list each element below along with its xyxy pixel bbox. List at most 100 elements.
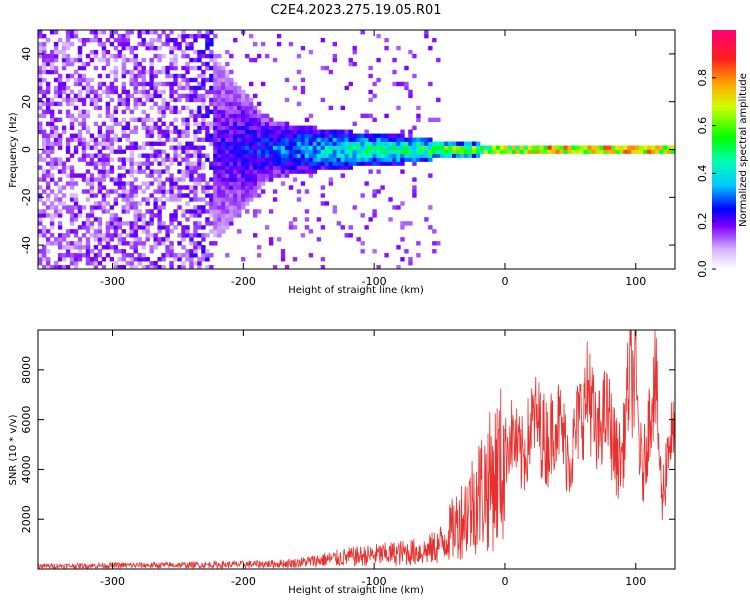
heatmap-cell [280,181,286,186]
heatmap-cell [193,253,198,258]
heatmap-cell [113,221,119,226]
heatmap-cell [189,165,194,170]
heatmap-cell [153,237,158,242]
heatmap-cell [193,77,198,83]
heatmap-cell [603,149,608,154]
heatmap-cell [101,49,107,55]
heatmap-cell [145,161,150,166]
heatmap-cell [145,113,150,119]
heatmap-cell [356,149,361,154]
heatmap-cell [153,93,158,99]
heatmap-cell [181,77,186,83]
heatmap-cell [276,165,282,170]
heatmap-cell [384,161,389,166]
heatmap-cell [272,57,278,63]
heatmap-cell [193,117,198,123]
heatmap-cell [69,253,75,258]
heatmap-cell [193,249,198,254]
x-tick-label: -100 [362,575,387,588]
heatmap-cell [81,145,87,150]
heatmap-cell [667,149,672,154]
heatmap-cell [380,141,385,146]
heatmap-cell [105,169,111,174]
heatmap-cell [45,53,51,59]
heatmap-cell [229,169,234,174]
heatmap-cell [233,109,238,115]
heatmap-cell [356,133,361,138]
heatmap-cell [225,149,230,154]
heatmap-cell [73,257,79,262]
heatmap-cell [221,65,226,71]
heatmap-cell [69,217,75,222]
heatmap-cell [97,129,103,134]
heatmap-cell [73,217,79,222]
heatmap-cell [173,129,178,134]
heatmap-cell [145,153,150,158]
heatmap-cell [316,149,322,154]
heatmap-cell [436,141,441,146]
heatmap-cell [368,113,373,119]
heatmap-cell [97,113,103,119]
heatmap-cell [264,173,270,178]
heatmap-cell [105,49,111,55]
heatmap-cell [205,53,210,59]
heatmap-cell [53,141,59,146]
heatmap-cell [105,245,111,250]
heatmap-cell [169,173,174,178]
heatmap-cell [304,217,310,222]
heatmap-cell [77,53,83,59]
heatmap-cell [300,169,306,174]
heatmap-cell [209,37,214,43]
heatmap-cell [237,113,242,119]
heatmap-cell [101,41,107,47]
heatmap-cell [507,149,513,154]
heatmap-cell [73,145,79,150]
heatmap-cell [105,93,111,99]
heatmap-cell [296,101,302,107]
heatmap-cell [193,213,198,218]
heatmap-cell [272,157,278,162]
heatmap-cell [491,145,497,150]
heatmap-cell [125,261,130,266]
heatmap-cell [109,149,115,154]
heatmap-cell [81,157,87,162]
heatmap-cell [77,77,83,83]
heatmap-cell [225,193,230,198]
heatmap-cell [189,41,194,47]
heatmap-cell [448,153,453,158]
heatmap-cell [81,149,87,154]
heatmap-cell [57,101,63,107]
heatmap-cell [404,65,409,71]
heatmap-cell [169,145,174,150]
heatmap-cell [97,105,103,111]
heatmap-cell [352,49,357,55]
heatmap-cell [237,189,242,194]
heatmap-cell [153,81,158,87]
heatmap-cell [137,69,142,75]
heatmap-cell [201,165,206,170]
heatmap-cell [535,149,541,154]
heatmap-cell [452,149,457,154]
heatmap-cell [197,205,202,210]
heatmap-cell [41,249,47,254]
heatmap-cell [153,157,158,162]
heatmap-cell [264,125,270,130]
heatmap-cell [388,197,393,202]
heatmap-cell [348,145,353,150]
heatmap-cell [41,209,47,214]
heatmap-cell [360,193,365,198]
heatmap-cell [225,209,230,214]
heatmap-cell [201,117,206,123]
heatmap-cell [129,189,134,194]
heatmap-cell [245,93,250,99]
heatmap-cell [237,205,242,210]
heatmap-cell [125,93,130,99]
heatmap-cell [173,157,178,162]
heatmap-cell [193,113,198,119]
heatmap-cell [260,81,266,87]
heatmap-cell [89,249,95,254]
heatmap-cell [404,141,409,146]
heatmap-cell [133,257,138,262]
heatmap-cell [177,97,182,103]
heatmap-cell [667,145,672,150]
